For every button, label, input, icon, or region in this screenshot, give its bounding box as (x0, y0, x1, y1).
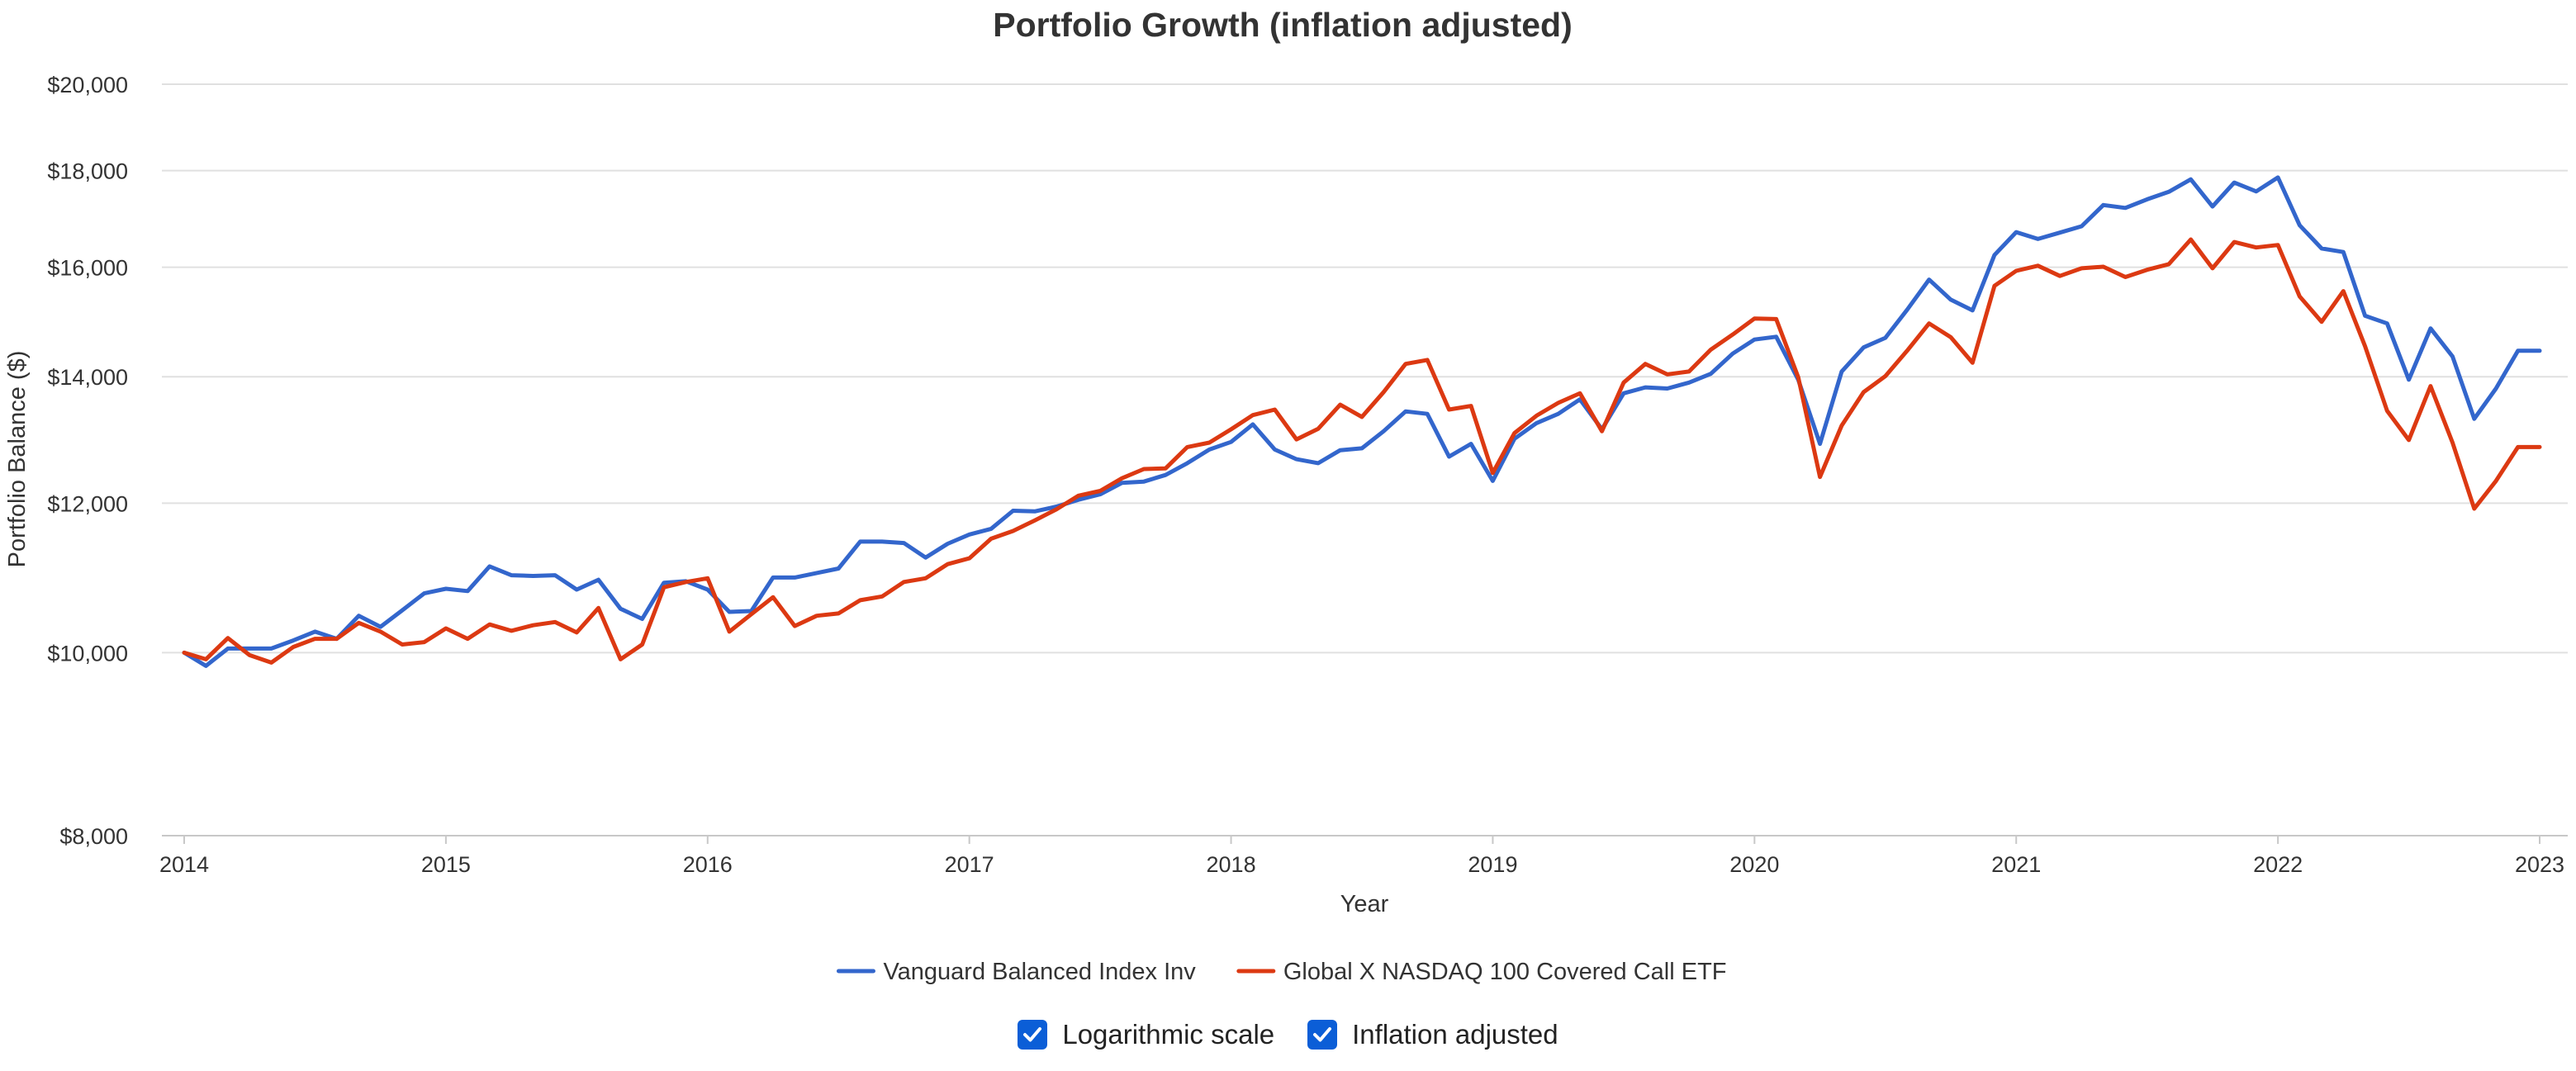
y-tick-label: $14,000 (47, 365, 128, 390)
series-lines (182, 175, 2542, 668)
legend-label-2: Global X NASDAQ 100 Covered Call ETF (1283, 959, 1727, 985)
x-tick-label: 2021 (1991, 852, 2041, 877)
legend: Vanguard Balanced Index Inv Global X NASD… (836, 959, 1727, 985)
grid-lines (162, 83, 2568, 654)
chart-title: Portfolio Growth (inflation adjusted) (993, 6, 1572, 44)
x-tick-label: 2019 (1468, 852, 1517, 877)
y-tick-label: $12,000 (47, 491, 128, 516)
x-axis-tick-labels: 2014 2015 2016 2017 2018 2019 2020 2021 2022 2023 (159, 836, 2564, 877)
x-tick-label: 2015 (421, 852, 471, 877)
y-tick-label: $8,000 (59, 824, 128, 849)
x-tick-label: 2016 (683, 852, 733, 877)
y-tick-label: $18,000 (47, 159, 128, 184)
checkmark-icon (1023, 1027, 1042, 1042)
series-line-1 (182, 175, 2542, 668)
x-tick-label: 2023 (2515, 852, 2564, 877)
chart-options: Logarithmic scale Inflation adjusted (0, 1019, 2576, 1050)
log-scale-toggle[interactable]: Logarithmic scale (1018, 1019, 1274, 1050)
x-tick-label: 2020 (1729, 852, 1779, 877)
legend-label-1: Vanguard Balanced Index Inv (883, 959, 1196, 985)
x-tick-label: 2022 (2253, 852, 2303, 877)
x-tick-label: 2014 (159, 852, 209, 877)
inflation-label: Inflation adjusted (1352, 1019, 1558, 1050)
x-tick-label: 2017 (945, 852, 994, 877)
y-axis-tick-labels: $8,000 $10,000 $12,000 $14,000 $16,000 $18,00… (47, 73, 128, 849)
inflation-toggle[interactable]: Inflation adjusted (1307, 1019, 1558, 1050)
log-scale-label: Logarithmic scale (1062, 1019, 1275, 1050)
y-axis-label: Portfolio Balance ($) (4, 351, 31, 568)
x-tick-label: 2018 (1207, 852, 1256, 877)
y-tick-label: $10,000 (47, 641, 128, 666)
x-axis-label: Year (1340, 891, 1389, 917)
inflation-checkbox[interactable] (1307, 1020, 1338, 1050)
y-tick-label: $16,000 (47, 256, 128, 281)
y-tick-label: $20,000 (47, 73, 128, 97)
checkmark-icon (1313, 1027, 1332, 1042)
log-scale-checkbox[interactable] (1018, 1020, 1048, 1050)
series-line-2 (182, 237, 2542, 665)
